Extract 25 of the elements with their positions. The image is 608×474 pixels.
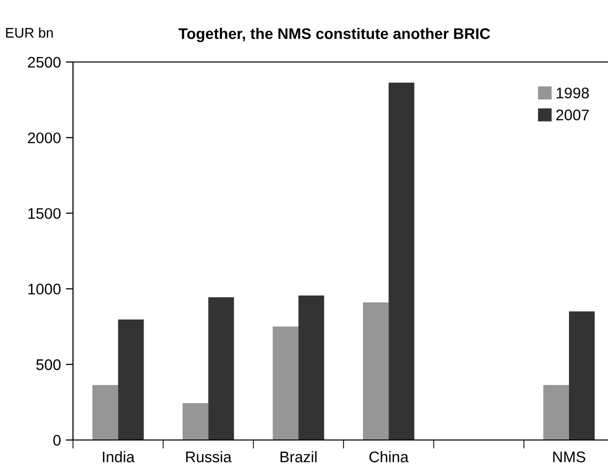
- y-tick-label: 500: [36, 359, 61, 370]
- bar: [298, 295, 324, 440]
- legend-label: 2007: [556, 110, 589, 120]
- x-tick-label: Russia: [186, 451, 232, 462]
- bar: [568, 311, 595, 440]
- x-tick-label: India: [102, 451, 135, 462]
- y-tick-label: 1500: [28, 208, 61, 219]
- y-tick-label: 2000: [28, 132, 61, 144]
- bar: [118, 319, 144, 440]
- bar: [362, 302, 389, 440]
- bar: [272, 326, 298, 440]
- x-tick-label: NMS: [553, 452, 586, 462]
- bar: [208, 297, 234, 440]
- bar: [92, 384, 118, 440]
- x-tick-label: Brazil: [280, 451, 317, 462]
- legend-label: 1998: [556, 88, 589, 98]
- y-tick-label: 2500: [28, 56, 61, 68]
- bar: [182, 403, 208, 440]
- chart-title: Together, the NMS constitute another BRIC: [178, 28, 490, 42]
- bar: [388, 82, 414, 440]
- y-axis-title: EUR bn: [6, 28, 53, 38]
- y-tick-label: 0: [53, 434, 61, 446]
- bar: [543, 384, 569, 440]
- y-tick-label: 1000: [28, 284, 61, 294]
- x-tick-label: China: [369, 451, 409, 462]
